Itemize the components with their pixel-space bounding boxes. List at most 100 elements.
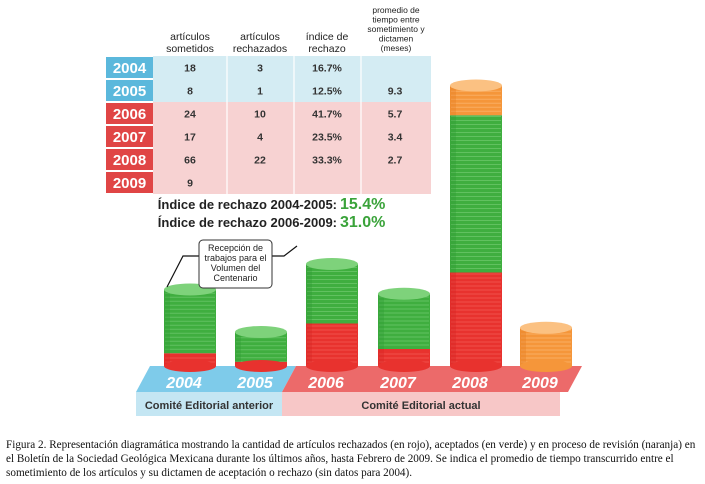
year-cell-bg — [106, 103, 153, 124]
summary-label: Índice de rechazo 2006-2009: — [158, 215, 337, 230]
x-label-2008: 2008 — [451, 375, 488, 392]
callout-bracket-left — [166, 255, 200, 288]
committee-band: Comité Editorial anterior Comité Editoria… — [136, 366, 582, 416]
year-cell: 2008 — [113, 152, 146, 169]
table-bg-red — [153, 102, 431, 194]
table-bg-blue — [153, 56, 431, 102]
bar-segment-rechazados — [306, 323, 358, 366]
bar-shade — [450, 272, 456, 366]
bar-2008 — [450, 79, 502, 372]
table-cell: 8 — [187, 86, 193, 98]
year-cell: 2009 — [113, 175, 146, 192]
bar-top-cap — [306, 258, 358, 270]
bar-shade — [164, 353, 170, 366]
figure-chart: artículossometidosartículosrechazadosínd… — [106, 5, 582, 416]
band-current-label-bg — [282, 392, 560, 416]
table-cell: 3 — [257, 63, 263, 75]
table-cell: 33.3% — [312, 155, 342, 167]
table-cell: 23.5% — [312, 132, 342, 144]
table-cell: 66 — [184, 155, 196, 167]
table-header-text: artículos — [240, 31, 280, 43]
bar-shade — [378, 349, 384, 366]
table-cell: 10 — [254, 109, 266, 121]
table-header-text: rechazados — [233, 43, 287, 55]
table-cell: 12.5% — [312, 86, 342, 98]
bar-shade — [450, 115, 456, 273]
callout-text: Centenario — [213, 273, 257, 283]
bar-bottom-cap — [306, 360, 358, 372]
table-cell: 9.3 — [388, 86, 403, 98]
table-header-text: rechazo — [308, 43, 346, 55]
bar-shade — [164, 289, 170, 354]
year-cell: 2005 — [113, 83, 146, 100]
callout-text: trabajos para el — [204, 253, 266, 263]
summary-value: 15.4% — [340, 196, 385, 213]
summary-label: Índice de rechazo 2004-2005: — [158, 197, 337, 212]
bar-2005 — [235, 326, 287, 372]
table-cell: 24 — [184, 109, 196, 121]
year-cell-bg — [106, 172, 153, 193]
table-cell: 41.7% — [312, 109, 342, 121]
bar-shade — [306, 323, 312, 366]
year-cell: 2004 — [113, 60, 147, 77]
bar-shade — [450, 85, 456, 116]
band-prior-platform — [136, 366, 296, 392]
x-label-2006: 2006 — [307, 375, 344, 392]
x-label-2004: 2004 — [165, 375, 202, 392]
table-header-text: artículos — [170, 31, 210, 43]
x-label-2007: 2007 — [379, 375, 417, 392]
bar-segment-aceptados — [450, 115, 502, 273]
data-table: artículossometidosartículosrechazadosínd… — [106, 5, 431, 194]
x-label-2005: 2005 — [236, 375, 274, 392]
bar-2006 — [306, 258, 358, 372]
year-cell: 2006 — [113, 106, 146, 123]
bar-top-cap — [450, 79, 502, 92]
bar-bottom-cap — [378, 360, 430, 372]
bar-2007 — [378, 287, 430, 372]
callout-box — [198, 239, 273, 289]
table-cell: 4 — [257, 132, 263, 144]
band-prior-label-bg — [136, 392, 282, 416]
table-cell: 1 — [257, 86, 263, 98]
callout-text: Recepción de — [208, 243, 263, 253]
summary-value: 31.0% — [340, 214, 385, 231]
bar-bottom-cap — [520, 360, 572, 372]
year-cell-bg — [106, 57, 153, 78]
year-cell: 2007 — [113, 129, 146, 146]
table-header-text: promedio de — [372, 5, 420, 15]
bar-2004 — [164, 283, 216, 372]
table-header-text: sometidos — [166, 43, 214, 55]
table-header-text: sometimiento y — [367, 24, 425, 34]
table-header-text: (meses) — [381, 43, 412, 53]
table-cell: 2.7 — [388, 155, 403, 167]
callout-bracket-right — [271, 245, 298, 257]
table-cell: 5.7 — [388, 109, 403, 121]
table-cell: 3.4 — [388, 132, 403, 144]
band-current-platform — [282, 366, 582, 392]
bar-top-cap — [235, 326, 287, 338]
bar-segment-aceptados — [306, 264, 358, 324]
bar-shade — [306, 264, 312, 324]
bar-bottom-cap — [164, 360, 216, 372]
rejection-summary: Índice de rechazo 2004-2005: 15.4%Índice … — [158, 196, 386, 231]
table-cell: 9 — [187, 178, 193, 190]
bar-shade — [378, 293, 384, 349]
year-cell-bg — [106, 80, 153, 101]
table-header-text: índice de — [306, 31, 349, 43]
bar-segment-rechazados — [450, 272, 502, 366]
table-header-text: dictamen — [379, 34, 414, 44]
year-cell-bg — [106, 126, 153, 147]
table-cell: 18 — [184, 63, 196, 75]
bar-bottom-cap — [450, 360, 502, 372]
year-cell-bg — [106, 149, 153, 170]
bar-bottom-cap — [235, 360, 287, 372]
table-cell: 16.7% — [312, 63, 342, 75]
band-prior-label: Comité Editorial anterior — [145, 400, 274, 412]
bar-shade — [520, 327, 526, 366]
stacked-bars — [164, 79, 572, 372]
bar-top-cap — [520, 321, 572, 334]
table-cell: 22 — [254, 155, 266, 167]
bar-top-cap — [378, 287, 430, 300]
bar-2009 — [520, 321, 572, 372]
